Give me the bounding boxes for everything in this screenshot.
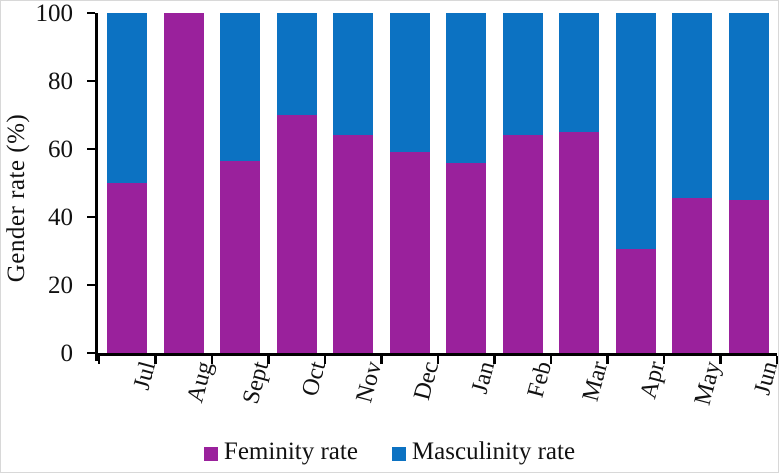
x-axis-tick-label: May xyxy=(689,358,727,408)
y-axis-tick-label: 100 xyxy=(35,0,74,27)
legend-item-masculinity: Masculinity rate xyxy=(391,438,576,465)
y-axis-tick-label: 20 xyxy=(48,271,73,299)
x-axis-tick xyxy=(154,356,157,364)
legend: Feminity rate Masculinity rate xyxy=(1,439,778,465)
x-axis-tick xyxy=(549,356,553,364)
bar-segment-masculinity xyxy=(107,13,148,183)
y-axis-tick xyxy=(87,351,95,355)
y-axis-tick xyxy=(87,147,95,151)
masculinity-swatch xyxy=(391,446,406,461)
x-axis-tick-label: Dec xyxy=(408,358,444,403)
bar-segment-feminity xyxy=(728,200,769,353)
x-axis-tick-label: Sept xyxy=(238,358,275,407)
x-axis-tick-label: Jan xyxy=(467,358,501,397)
bar-segment-feminity xyxy=(502,135,543,353)
bar-segment-masculinity xyxy=(559,13,600,132)
x-axis-tick-label: Oct xyxy=(296,358,331,399)
bar-segment-masculinity xyxy=(276,13,317,115)
x-axis-tick xyxy=(323,356,327,364)
bar-segment-feminity xyxy=(333,135,374,353)
bar-segment-feminity xyxy=(615,249,656,353)
bar-segment-masculinity xyxy=(728,13,769,200)
bar-segment-feminity xyxy=(276,115,317,353)
x-axis-tick-label: Mar xyxy=(577,358,614,405)
y-axis-tick xyxy=(87,11,95,15)
plot-area: 0 20 40 60 80 100 Jul Aug Sept Oct Nov Dec Jan Feb Mar… xyxy=(36,1,778,408)
bar-segment-feminity xyxy=(446,162,487,353)
feminity-legend-label: Feminity rate xyxy=(223,438,358,465)
bar-segment-masculinity xyxy=(220,13,261,161)
y-axis-tick-label: 0 xyxy=(60,339,74,367)
y-axis-tick xyxy=(87,283,95,287)
x-axis-tick xyxy=(210,356,214,364)
x-axis-tick xyxy=(380,356,383,364)
x-axis-tick-label: Feb xyxy=(522,358,557,401)
masculinity-legend-label: Masculinity rate xyxy=(411,438,576,465)
y-axis-tick-label: 40 xyxy=(48,203,73,231)
x-axis-tick xyxy=(436,356,440,364)
bar-segment-feminity xyxy=(672,198,713,353)
x-axis-tick-label: Jun xyxy=(749,358,779,398)
bar-segment-feminity xyxy=(107,183,148,353)
bar-segment-masculinity xyxy=(502,13,543,136)
y-axis-tick-label: 60 xyxy=(48,135,73,163)
x-axis-tick xyxy=(606,356,609,364)
x-axis-tick xyxy=(719,356,722,364)
y-axis-tick xyxy=(87,79,95,83)
bar-segment-feminity xyxy=(163,13,204,353)
feminity-swatch xyxy=(203,446,218,461)
bar-segment-masculinity xyxy=(389,13,430,153)
bar-segment-masculinity xyxy=(615,13,656,250)
x-axis-line xyxy=(95,353,777,356)
y-axis-tick-label: 80 xyxy=(48,67,73,95)
bar-segment-feminity xyxy=(220,160,261,353)
bar-segment-masculinity xyxy=(333,13,374,136)
x-axis-tick-label: Jul xyxy=(129,358,162,393)
legend-item-feminity: Feminity rate xyxy=(203,438,358,465)
bar-segment-masculinity xyxy=(446,13,487,163)
y-axis-line xyxy=(95,13,98,361)
x-axis-tick xyxy=(662,356,666,364)
x-axis-tick-label: Nov xyxy=(351,358,388,406)
x-axis-tick-label: Aug xyxy=(182,358,218,406)
y-axis-tick xyxy=(87,215,95,219)
bar-segment-feminity xyxy=(389,152,430,353)
bar-segment-masculinity xyxy=(672,13,713,199)
bar-segment-feminity xyxy=(559,132,600,353)
x-axis-tick xyxy=(775,356,778,364)
x-axis-tick xyxy=(493,356,496,364)
x-axis-tick xyxy=(97,356,101,364)
x-axis-tick xyxy=(267,356,270,364)
x-axis-tick-label: Apr xyxy=(635,358,670,402)
